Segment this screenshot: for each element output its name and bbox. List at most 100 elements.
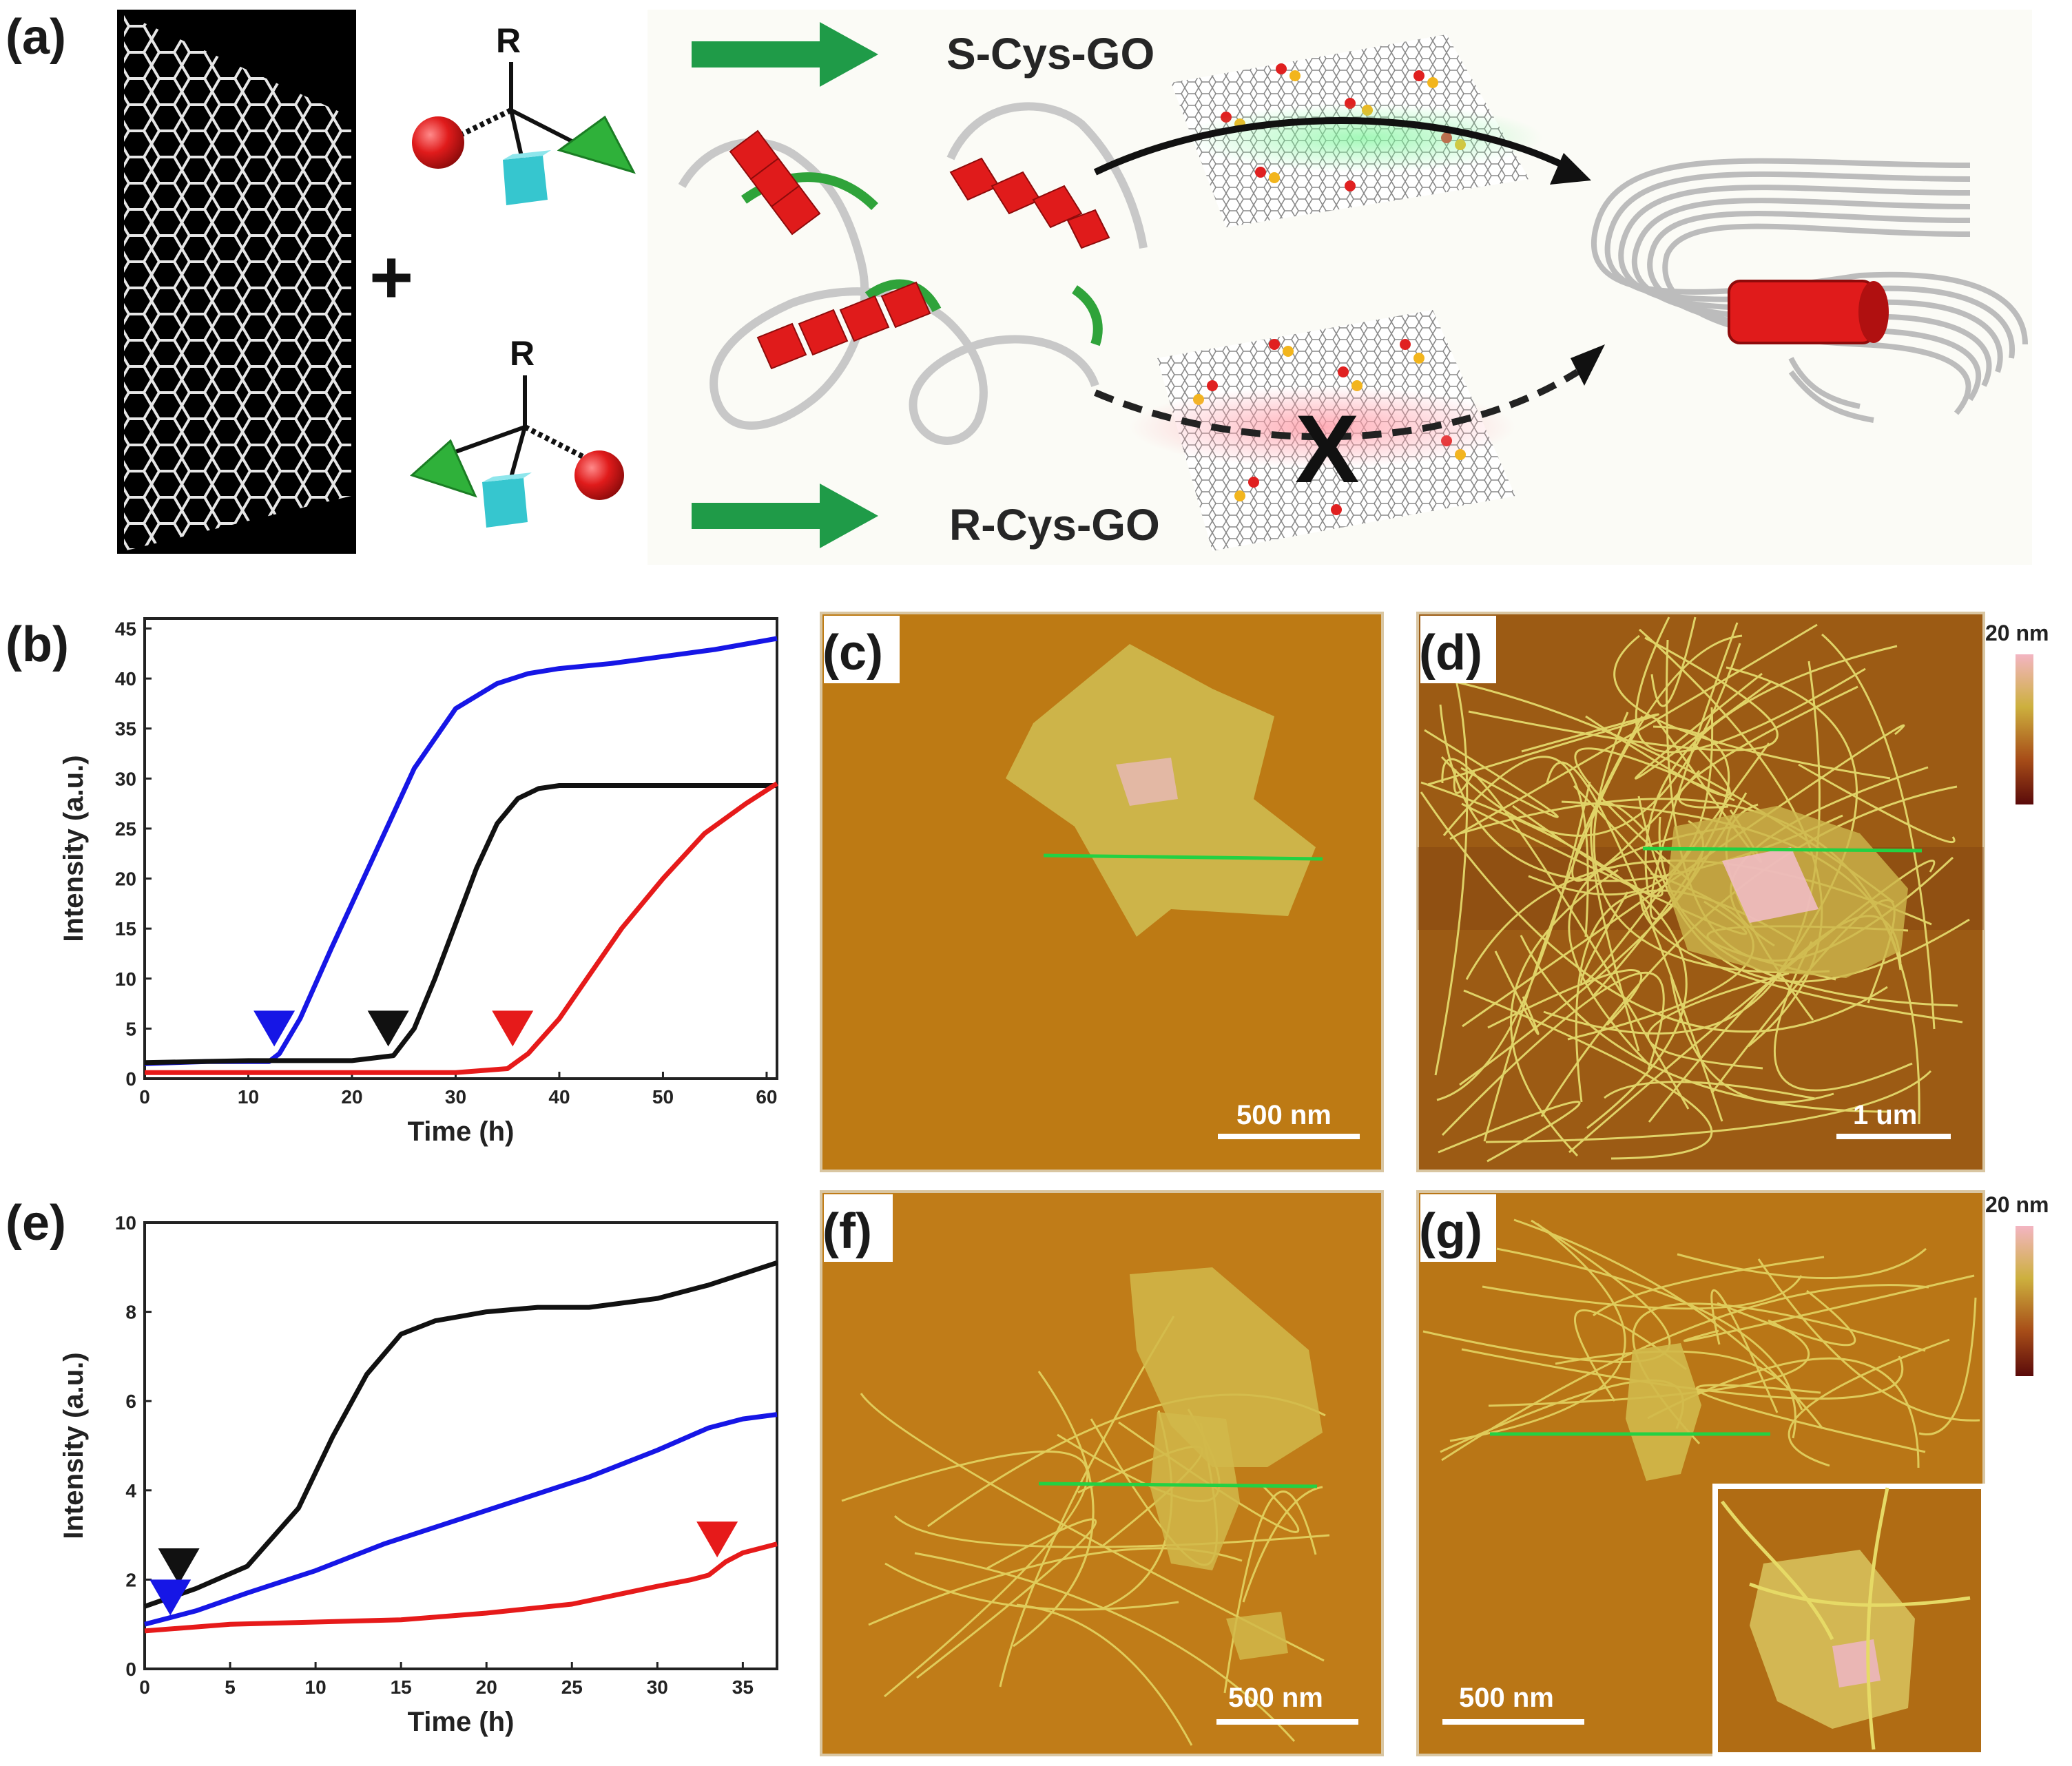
r-cys-go-label: R-Cys-GO (949, 500, 1160, 550)
series-line-1 (144, 1412, 778, 1627)
y-tick-label: 0 (125, 1659, 136, 1680)
x-tick-label: 5 (225, 1676, 236, 1698)
substituent-label-top: R (496, 21, 521, 60)
cyan-cube-bottom (482, 472, 532, 528)
onset-marker-2 (492, 1010, 534, 1047)
fibril-strand (1593, 711, 1830, 974)
y-tick-label: 30 (115, 768, 136, 789)
scale-bar-d (1836, 1134, 1951, 1139)
fibril-strand (1635, 672, 1772, 780)
fibril-strand (1568, 825, 1738, 1068)
scale-bar-c (1218, 1134, 1360, 1139)
onset-marker-1 (367, 1010, 409, 1047)
label-box-f (824, 1194, 893, 1262)
y-tick-label: 6 (125, 1391, 136, 1412)
fibril-strand (1013, 1371, 1095, 1648)
scale-label-f: 500 nm (1228, 1683, 1323, 1713)
cyan-cube-top (503, 150, 551, 205)
inset-zoom-g (1712, 1484, 1987, 1758)
y-tick-label: 25 (115, 818, 136, 840)
s-cysteine-molecule: R (412, 21, 636, 205)
fibril-strand (1496, 1247, 1796, 1439)
fibril-strand (1798, 763, 1956, 844)
y-tick-label: 20 (115, 869, 136, 890)
fibril-strand (1684, 1274, 1975, 1342)
y-tick-label: 8 (125, 1302, 136, 1323)
fibril-strand (1016, 1603, 1193, 1746)
fibril-strand (1449, 623, 1818, 840)
fibril-strand (1677, 1247, 1927, 1280)
fibril-strand (1424, 729, 1559, 818)
fibril-strand (1757, 1258, 1980, 1422)
fibril-strand (1677, 685, 1858, 809)
x-tick-label: 0 (139, 1676, 150, 1698)
x-tick-label: 20 (341, 1086, 362, 1108)
fibril-strand (1242, 1486, 1323, 1603)
x-tick-label: 30 (647, 1676, 668, 1698)
x-tick-label: 10 (305, 1676, 327, 1698)
red-sphere-bottom (574, 450, 624, 500)
fibril-strand (914, 1552, 1296, 1743)
fibril-strand (1438, 1101, 1581, 1163)
onset-marker-1 (149, 1579, 191, 1616)
fibril-strand (1441, 758, 1690, 1110)
go-flake-g (1626, 1343, 1701, 1481)
fibril-strand (1604, 1081, 1816, 1100)
onset-marker-2 (696, 1521, 738, 1558)
red-sphere-top (412, 116, 464, 169)
series-line-2 (144, 1541, 778, 1634)
scale-label-g: 500 nm (1459, 1683, 1554, 1713)
y-tick-label: 10 (115, 1212, 136, 1234)
y-tick-label: 2 (125, 1569, 136, 1590)
series-line-0 (144, 636, 778, 1066)
x-tick-label: 40 (548, 1086, 570, 1108)
green-tetra-bottom (410, 439, 477, 498)
fibril-strand (1788, 1338, 1950, 1467)
y-tick-label: 4 (125, 1480, 136, 1502)
y-tick-label: 45 (115, 619, 136, 640)
plot-frame (143, 617, 778, 1080)
fibril-strand (1427, 713, 1659, 786)
green-arrow-bottom (692, 484, 878, 548)
arrow-to-fibril-top (1093, 103, 1591, 185)
panel-label-c: (c) (822, 625, 883, 681)
s-cys-go-label: S-Cys-GO (946, 29, 1154, 79)
chart-b: 0 10 20 30 40 50 60 0 5 10 15 20 25 30 35 40 45 Time (h) I… (59, 617, 778, 1147)
fibril-strand (1420, 781, 1688, 1130)
fibril-strand (999, 1316, 1175, 1687)
fibril-strand (1442, 756, 1589, 937)
afm-image-f: 500 nm (f) (820, 1190, 1384, 1756)
fibril-strand (1483, 634, 1743, 1142)
green-arrow-top (692, 22, 878, 87)
fibril-strand (1485, 1070, 1932, 1143)
colorbar-bottom-label: 20 nm (1985, 1192, 2049, 1217)
afm-image-g: 500 nm (g) (1416, 1190, 1987, 1758)
fibril-strand (1520, 935, 1890, 1113)
x-tick-label: 10 (238, 1086, 259, 1108)
x-tick-label: 35 (732, 1676, 754, 1698)
fibril-strand (1639, 891, 1963, 1024)
y-tick-label: 5 (125, 1018, 136, 1039)
x-tick-label: 30 (445, 1086, 466, 1108)
afm-image-c: 500 nm (c) (820, 612, 1384, 1172)
fibril-strand (1494, 950, 1540, 1035)
fibril-strand (1420, 791, 1888, 1033)
panel-label-e: (e) (6, 1196, 66, 1251)
y-tick-label: 0 (125, 1068, 136, 1090)
fibril-strand (1918, 1297, 1977, 1435)
profile-line-d (1642, 846, 1923, 853)
fibril-core-cylinder (1728, 280, 1889, 344)
colorbar-bottom: 20 nm (1985, 1192, 2049, 1376)
fibril-strand (1590, 801, 1646, 1052)
profile-line-c (1043, 853, 1323, 861)
fibril-strand (1613, 634, 1891, 780)
blocked-x-mark: X (1295, 395, 1359, 503)
y-tick-label: 15 (115, 918, 136, 939)
plus-sign: + (369, 235, 413, 320)
y-tick-label: 35 (115, 718, 136, 740)
y-tick-label: 40 (115, 668, 136, 689)
fibril-strand (1637, 796, 1970, 983)
go-flake-f-lower (1150, 1412, 1240, 1570)
panel-label-d: (d) (1419, 625, 1482, 681)
